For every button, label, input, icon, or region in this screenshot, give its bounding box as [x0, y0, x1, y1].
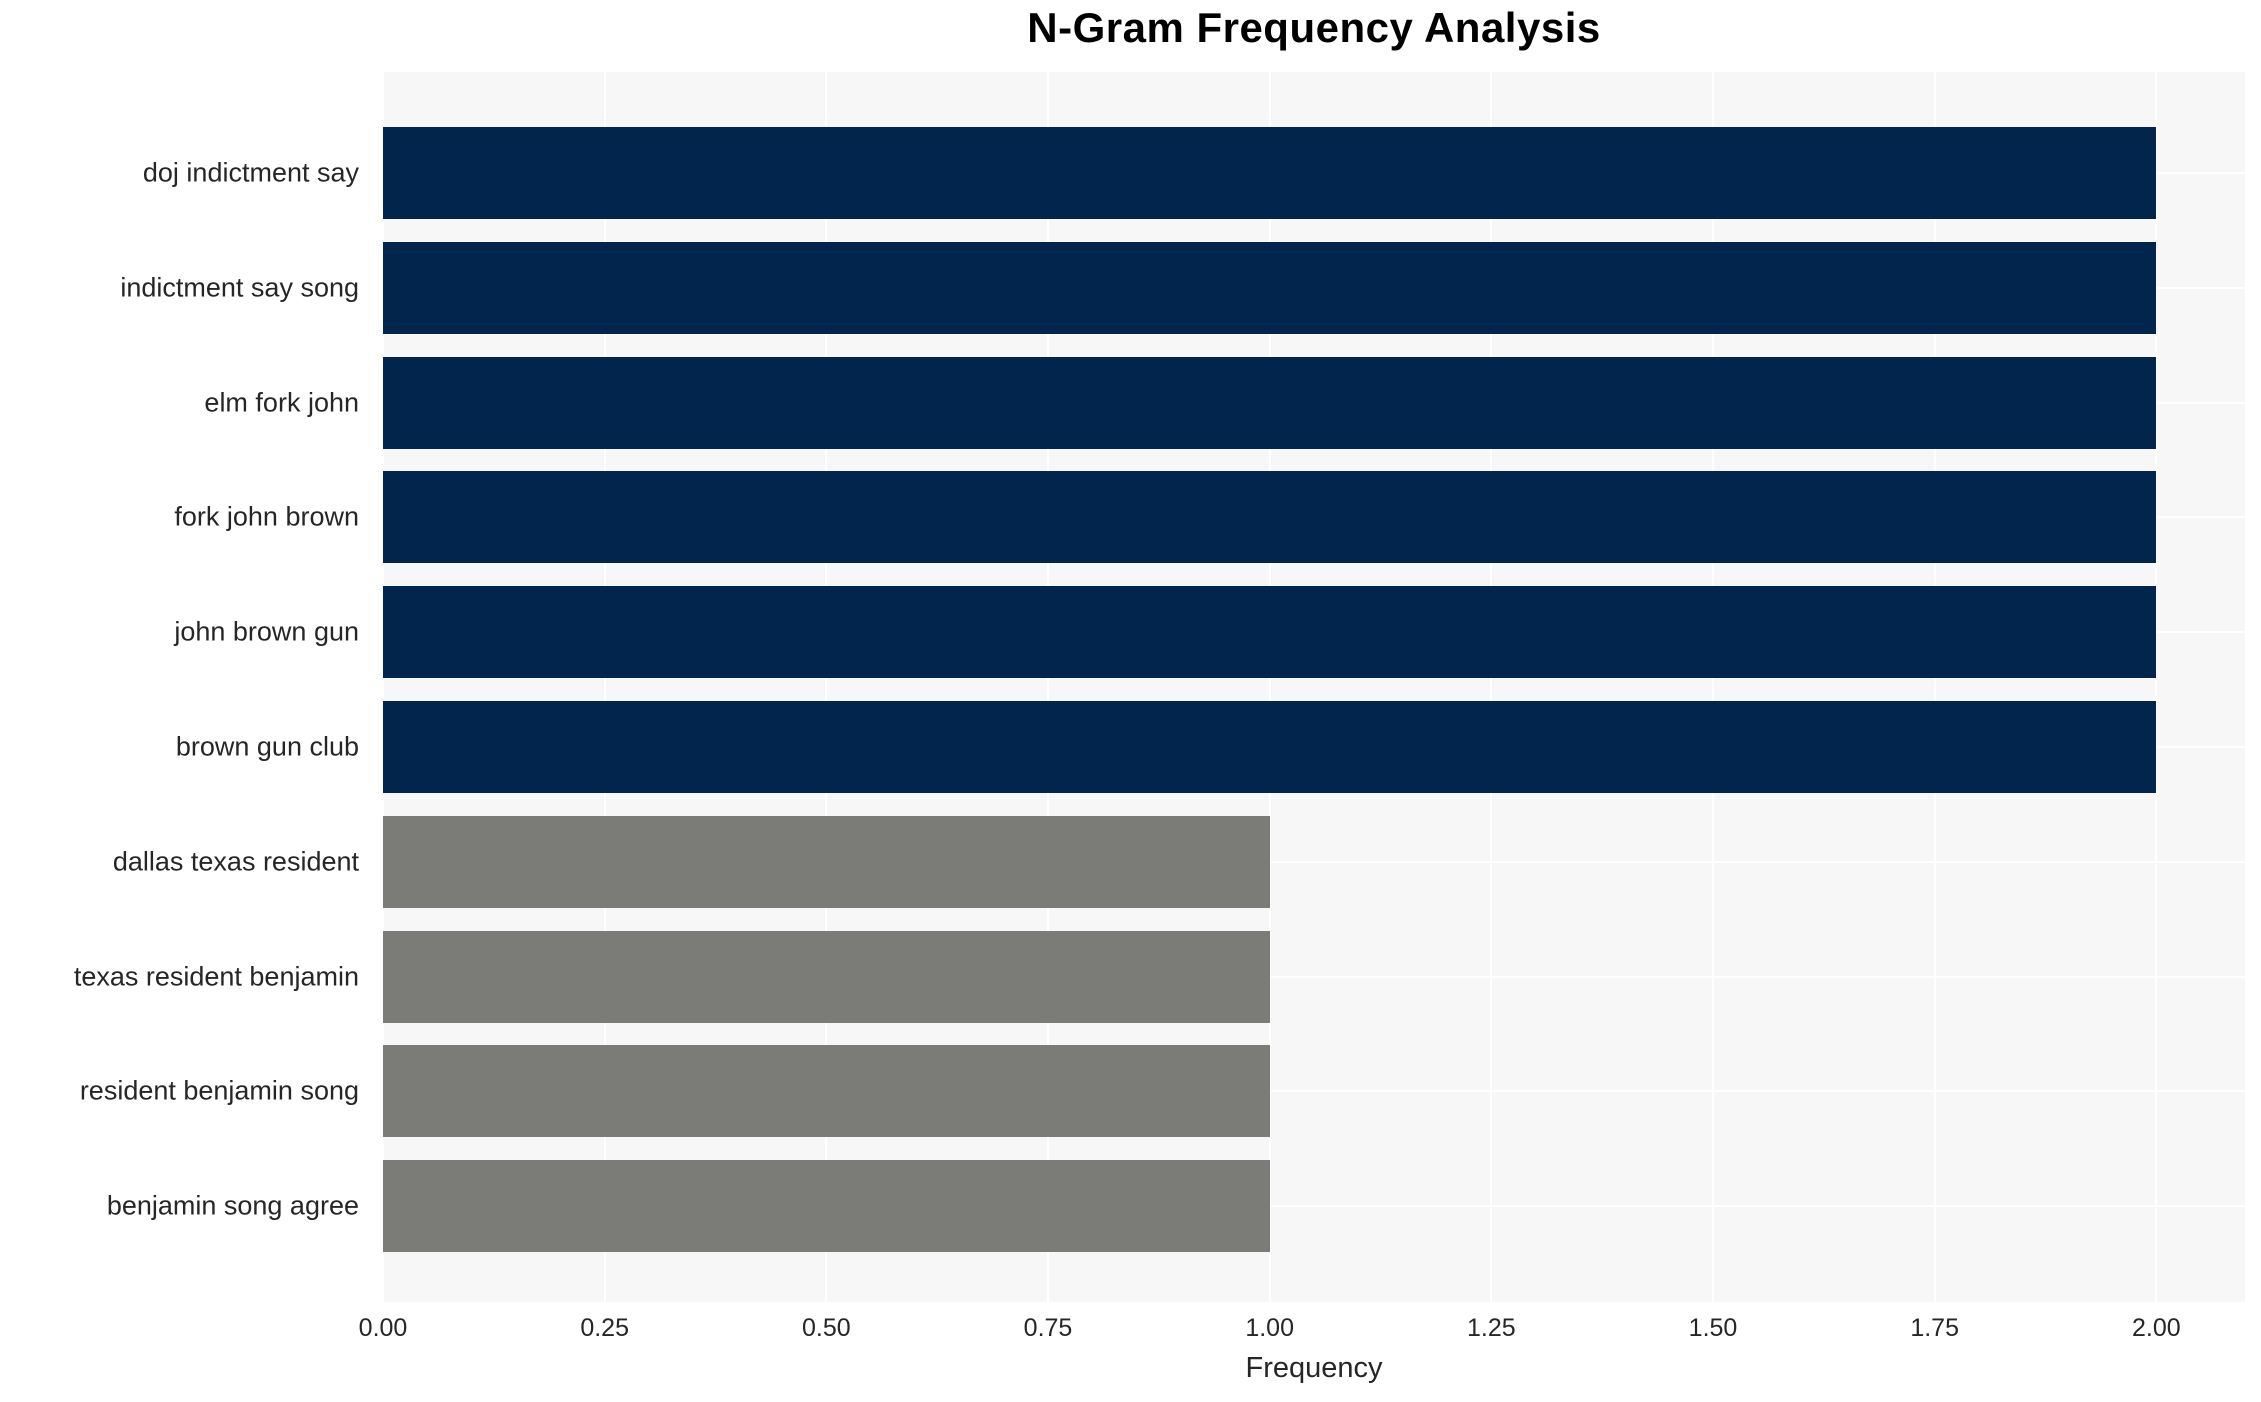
bar: [383, 241, 2157, 334]
y-tick-label: doj indictment say: [142, 157, 359, 188]
chart-title: N-Gram Frequency Analysis: [1027, 4, 1601, 51]
y-gridline: [383, 975, 2245, 978]
y-tick-label: indictment say song: [120, 272, 359, 303]
bar: [383, 586, 2157, 679]
y-tick-label: texas resident benjamin: [73, 961, 359, 992]
bar: [383, 930, 1270, 1023]
x-tick-label: 1.00: [1245, 1314, 1294, 1342]
x-gridline: [1047, 72, 1049, 1302]
y-gridline: [383, 860, 2245, 863]
y-tick-label: dallas texas resident: [112, 846, 359, 877]
x-gridline: [1712, 72, 1714, 1302]
x-tick-label: 1.75: [1910, 1314, 1959, 1342]
bar: [383, 126, 2157, 219]
plot-area: [382, 72, 2245, 1302]
x-gridline: [1268, 72, 1271, 1302]
x-gridline: [825, 72, 828, 1302]
x-gridline: [1490, 72, 1493, 1302]
y-tick-label: elm fork john: [204, 387, 359, 418]
y-axis-labels: doj indictment say indictment say song elm…: [0, 72, 371, 1302]
x-gridline: [603, 72, 606, 1302]
x-axis-tick-labels: 0.00 0.25 0.50 0.75 1.00 1.25 1.50 1.75 2.00: [359, 1302, 2245, 1346]
x-tick-label: 0.00: [358, 1314, 408, 1342]
bar: [383, 1045, 1270, 1138]
x-axis-title: Frequency: [1245, 1352, 1383, 1384]
x-gridline: [1933, 72, 1936, 1302]
bar: [383, 471, 2157, 564]
y-gridline: [383, 1205, 2245, 1208]
x-gridline: [2155, 72, 2158, 1302]
y-tick-label: resident benjamin song: [79, 1075, 359, 1106]
x-tick-label: 1.25: [1466, 1314, 1516, 1342]
y-tick-label: john brown gun: [174, 616, 359, 647]
bar: [383, 700, 2157, 793]
bar: [383, 356, 2157, 449]
y-tick-label: benjamin song agree: [106, 1190, 359, 1221]
x-gridline: [382, 72, 384, 1302]
x-tick-label: 1.50: [1688, 1314, 1738, 1342]
x-tick-label: 0.25: [580, 1314, 629, 1342]
bar: [383, 815, 1270, 908]
x-tick-label: 0.75: [1023, 1314, 1073, 1342]
x-tick-label: 0.50: [801, 1314, 851, 1342]
y-tick-label: brown gun club: [175, 731, 359, 762]
y-gridline: [383, 1090, 2245, 1093]
bar: [383, 1160, 1270, 1253]
x-tick-label: 2.00: [2131, 1314, 2181, 1342]
y-tick-label: fork john brown: [174, 501, 359, 532]
